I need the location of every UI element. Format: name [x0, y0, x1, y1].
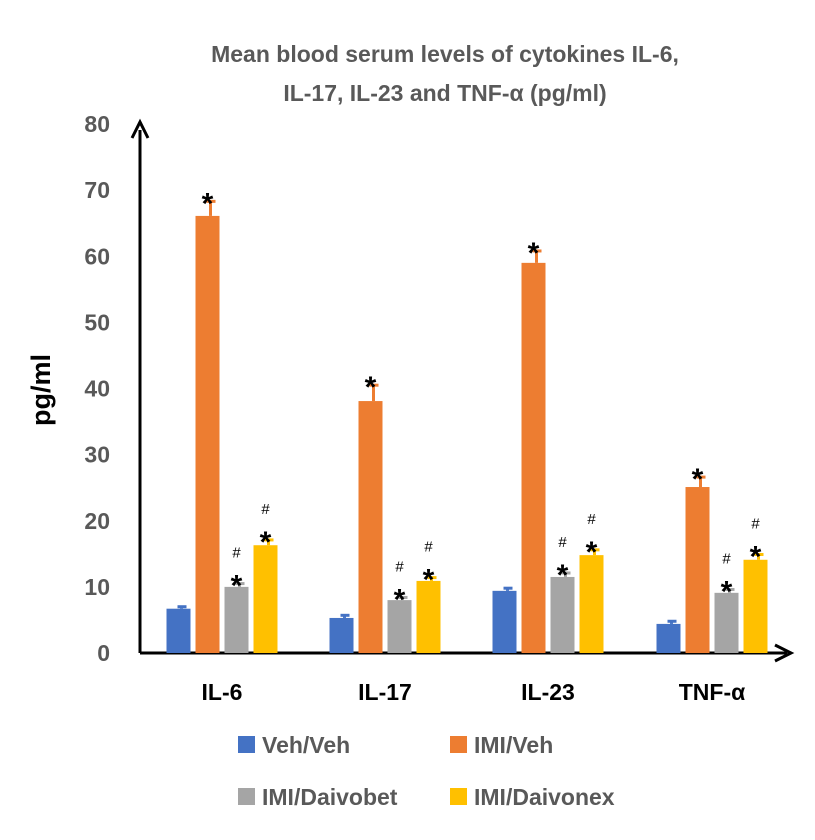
- bar: [521, 262, 546, 653]
- y-axis-arrow-icon: [130, 118, 150, 139]
- significance-star: *: [231, 570, 243, 603]
- y-tick-label: 20: [84, 508, 110, 534]
- x-tick-label: TNF-α: [679, 679, 746, 705]
- bar: [253, 545, 278, 653]
- significance-star: *: [260, 526, 272, 559]
- y-tick-label: 80: [84, 111, 110, 137]
- bar: [166, 608, 191, 653]
- y-tick-label: 10: [84, 574, 110, 600]
- y-tick-label: 40: [84, 376, 110, 402]
- legend-label: Veh/Veh: [262, 732, 350, 758]
- legend-label: IMI/Daivobet: [262, 784, 398, 810]
- bar: [743, 559, 768, 653]
- x-tick-label: IL-17: [358, 679, 412, 705]
- significance-hash: #: [558, 534, 567, 551]
- bar: [685, 487, 710, 653]
- bar: [656, 623, 681, 653]
- significance-hash: #: [424, 539, 433, 556]
- bar: [714, 592, 739, 653]
- significance-star: *: [423, 564, 435, 597]
- bar: [358, 401, 383, 653]
- y-axis-label: pg/ml: [26, 354, 56, 426]
- bar: [387, 600, 412, 653]
- bar: [416, 580, 441, 653]
- y-tick-label: 60: [84, 243, 110, 269]
- y-tick-label: 30: [84, 442, 110, 468]
- legend-swatch: [238, 736, 255, 753]
- chart-title-line-2: IL-17, IL-23 and TNF-α (pg/ml): [283, 80, 606, 106]
- y-tick-label: 50: [84, 309, 110, 335]
- significance-star: *: [692, 463, 704, 496]
- y-tick-label: 70: [84, 177, 110, 203]
- bar: [329, 617, 354, 653]
- significance-star: *: [365, 371, 377, 404]
- significance-star: *: [721, 576, 733, 609]
- legend-swatch: [450, 788, 467, 805]
- bar: [195, 215, 220, 653]
- bar: [550, 576, 575, 653]
- bar: [579, 555, 604, 653]
- significance-star: *: [586, 536, 598, 569]
- significance-hash: #: [722, 551, 731, 568]
- significance-star: *: [394, 583, 406, 616]
- significance-hash: #: [261, 501, 270, 518]
- bar: [492, 590, 517, 653]
- significance-hash: #: [232, 545, 241, 562]
- legend-label: IMI/Veh: [474, 732, 553, 758]
- significance-star: *: [528, 237, 540, 270]
- x-axis-arrow-icon: [774, 643, 795, 663]
- significance-star: *: [557, 559, 569, 592]
- y-tick-label: 0: [97, 640, 110, 666]
- legend-label: IMI/Daivonex: [474, 784, 615, 810]
- significance-star: *: [202, 187, 214, 220]
- significance-hash: #: [395, 558, 404, 575]
- legend-swatch: [450, 736, 467, 753]
- x-tick-label: IL-6: [202, 679, 243, 705]
- legend-swatch: [238, 788, 255, 805]
- significance-star: *: [750, 540, 762, 573]
- significance-hash: #: [587, 511, 596, 528]
- significance-hash: #: [751, 515, 760, 532]
- bar: [224, 586, 249, 653]
- chart-title-line-1: Mean blood serum levels of cytokines IL-…: [211, 41, 679, 67]
- x-tick-label: IL-23: [521, 679, 575, 705]
